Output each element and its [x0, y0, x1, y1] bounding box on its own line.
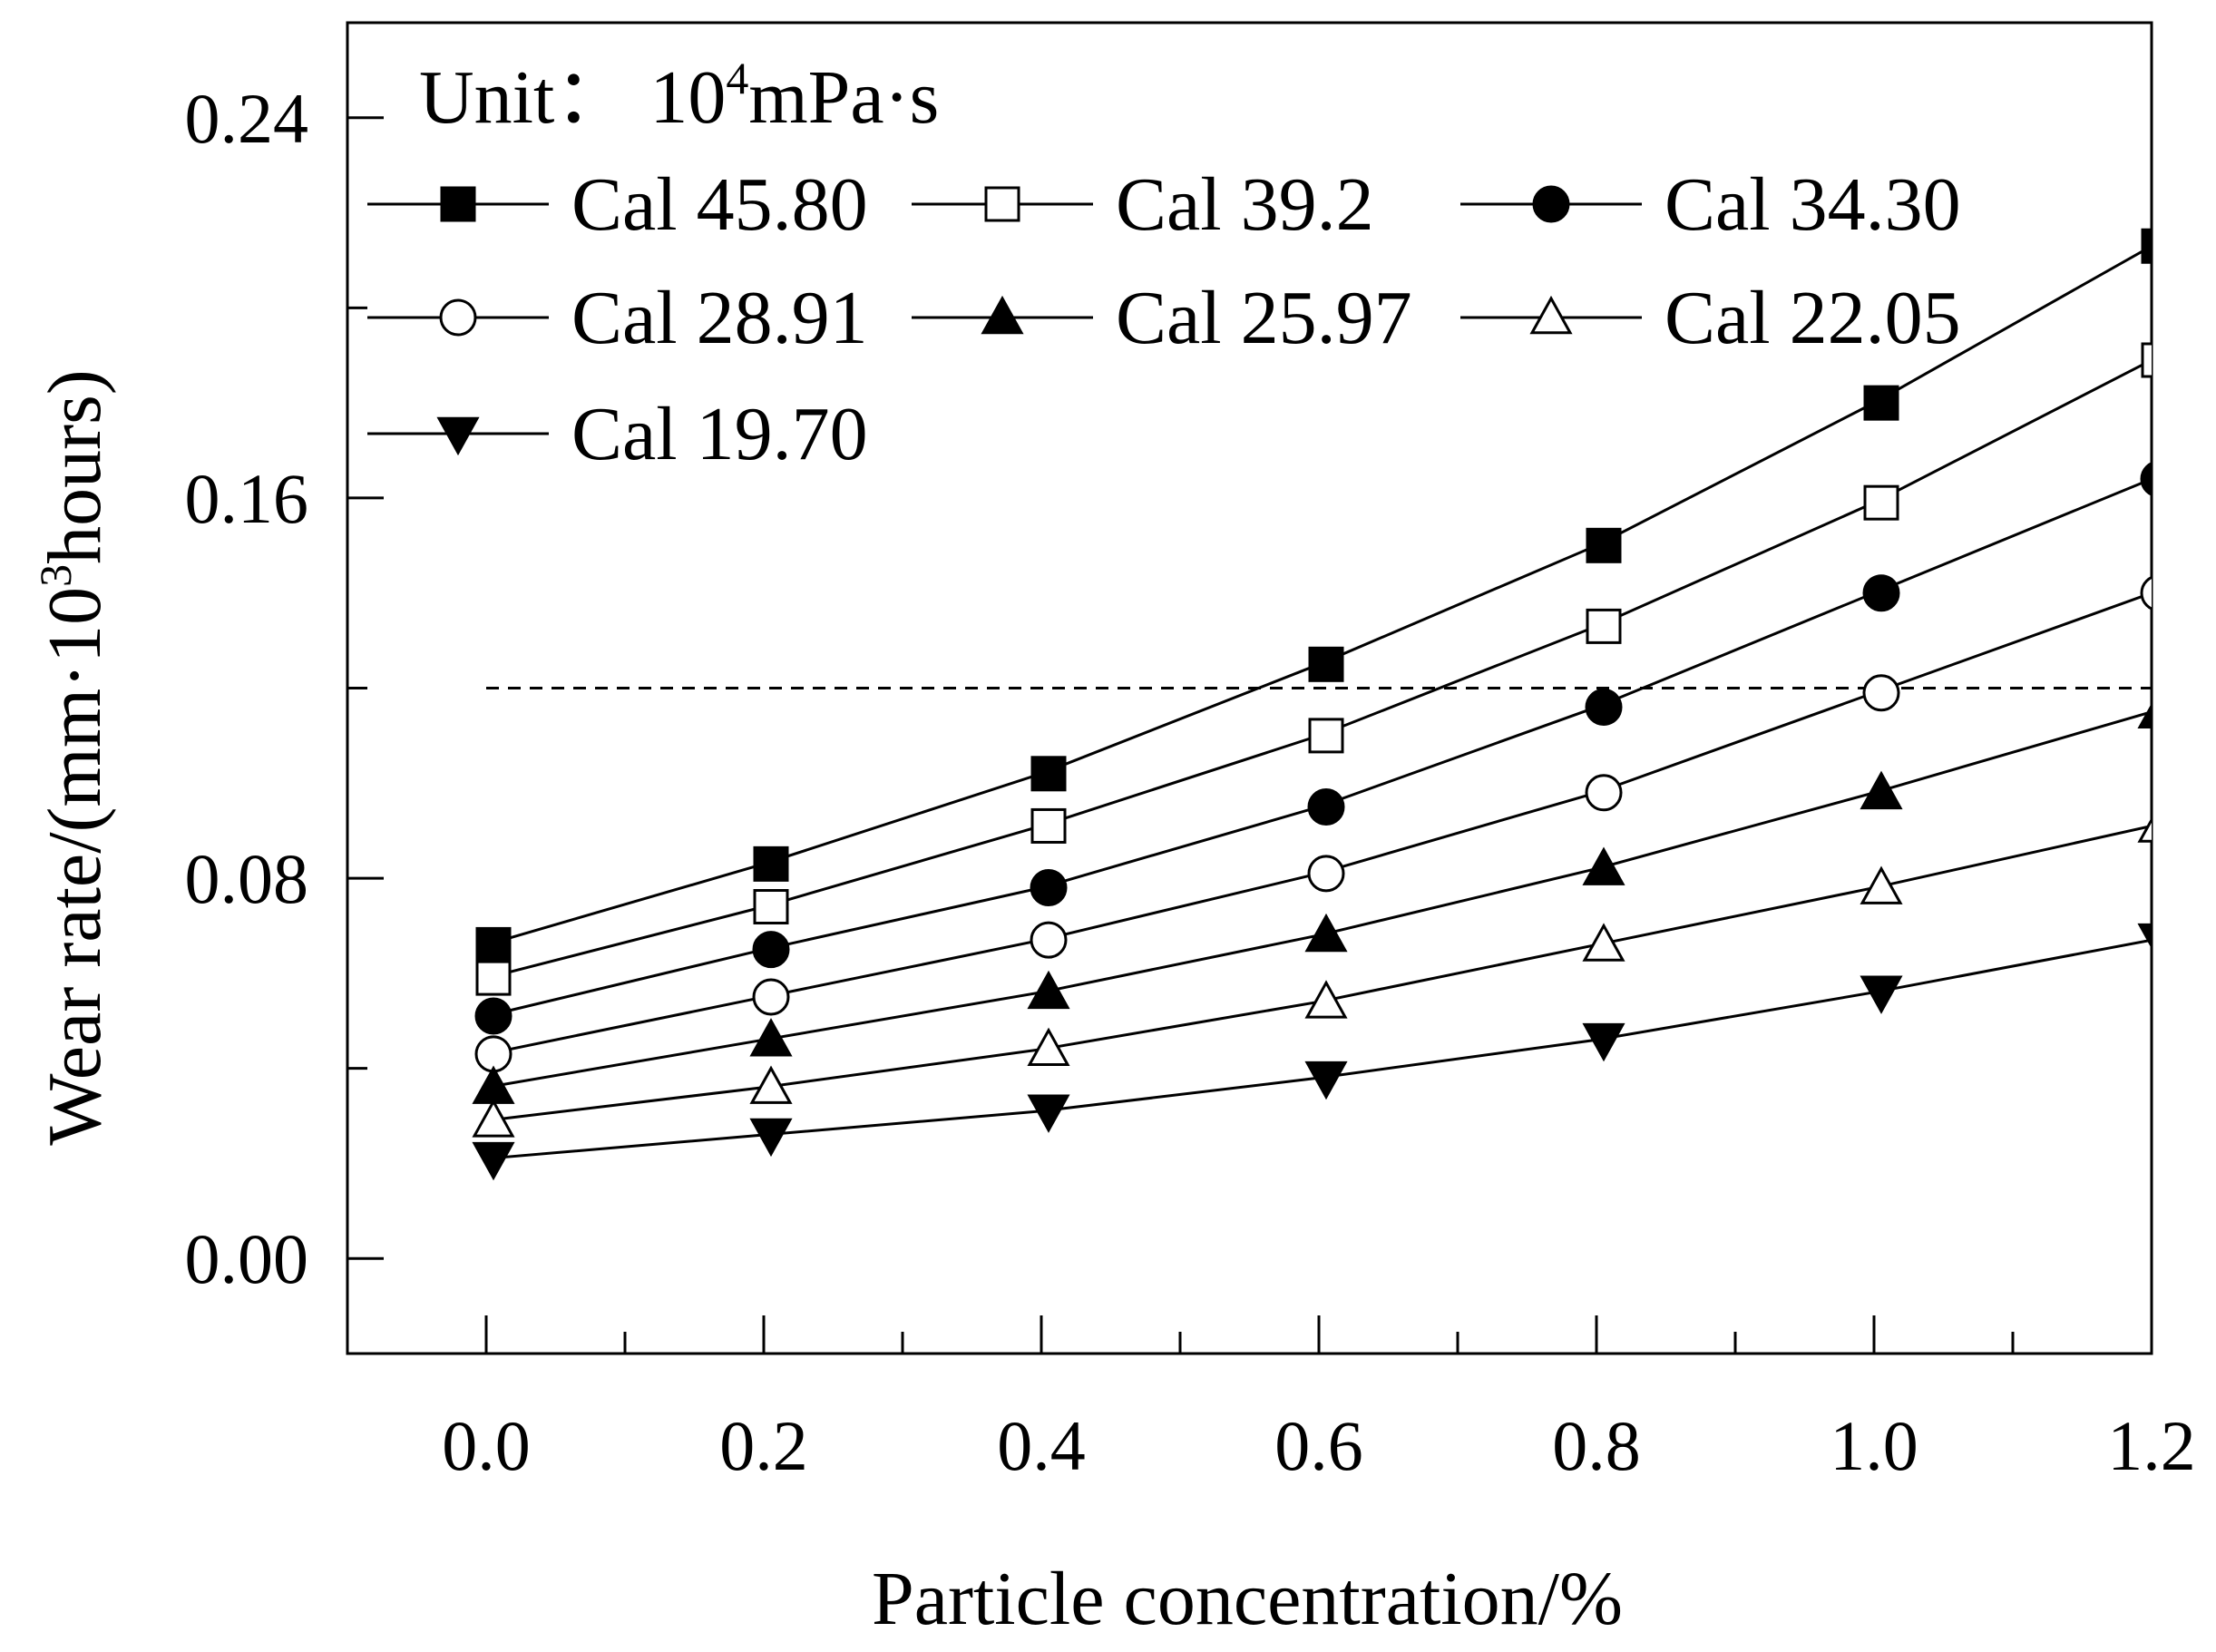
- data-point: [1862, 674, 1900, 712]
- data-point: [1860, 770, 1903, 810]
- data-point: [753, 889, 789, 925]
- series-line: [485, 938, 2152, 1160]
- data-point: [1030, 869, 1068, 907]
- data-point: [1030, 807, 1067, 844]
- x-tick-label: 1.2: [2107, 1406, 2196, 1485]
- data-point: [1586, 608, 1622, 644]
- x-tick-label: 0.0: [442, 1406, 531, 1485]
- series-4: [474, 575, 2152, 1073]
- data-point: [1307, 855, 1345, 893]
- legend-label: Cal 34.30: [1664, 162, 1961, 247]
- data-point: [1027, 1094, 1070, 1133]
- x-tick-label: 0.2: [719, 1406, 808, 1485]
- data-point: [1582, 846, 1625, 885]
- data-point: [1860, 975, 1903, 1014]
- legend-item: Cal 34.30: [1460, 162, 1961, 247]
- data-point: [752, 931, 790, 969]
- data-point: [472, 1141, 515, 1181]
- data-point: [1304, 980, 1348, 1019]
- series-line: [485, 710, 2152, 1090]
- data-point: [1027, 970, 1070, 1010]
- legend-item: Cal 45.80: [367, 162, 868, 247]
- data-point: [1585, 774, 1623, 812]
- data-point: [472, 1065, 515, 1104]
- data-point: [1582, 1022, 1625, 1062]
- y-tick-label: 0.08: [185, 839, 309, 918]
- legend-marker: [436, 416, 480, 456]
- data-point: [1030, 756, 1067, 792]
- data-point: [753, 846, 789, 882]
- series-1: [475, 228, 2152, 963]
- unit-note-sup: 4: [726, 53, 748, 103]
- x-tick-label: 0.6: [1274, 1406, 1363, 1485]
- data-point: [475, 926, 512, 963]
- data-point: [2141, 228, 2152, 264]
- legend-label: Cal 45.80: [571, 162, 868, 247]
- legend-item: Cal 22.05: [1460, 276, 1961, 360]
- x-tick-label: 1.0: [1830, 1406, 1918, 1485]
- data-point: [1863, 484, 1899, 521]
- data-point: [1027, 1027, 1070, 1066]
- series-5: [472, 703, 2152, 1104]
- data-point: [1863, 385, 1899, 421]
- series-2: [475, 342, 2152, 996]
- legend-item: Cal 19.70: [367, 392, 868, 476]
- data-point: [1862, 574, 1900, 612]
- x-tick-label: 0.4: [997, 1406, 1086, 1485]
- unit-note: Unit： 104mPa·s: [419, 53, 939, 140]
- data-point: [1308, 646, 1344, 682]
- data-point: [1308, 718, 1344, 754]
- series-7: [472, 923, 2152, 1181]
- legend-item: Cal 25.97: [912, 276, 1412, 360]
- legend-marker: [984, 186, 1020, 222]
- data-point: [2140, 575, 2152, 611]
- legend-marker: [440, 186, 476, 222]
- data-point: [2141, 342, 2152, 378]
- x-axis-title: Particle concentration/%: [872, 1557, 1623, 1641]
- data-point: [1860, 865, 1903, 904]
- y-axis-title-sup: 3: [30, 564, 81, 587]
- unit-note-suffix: mPa·s: [748, 55, 939, 140]
- y-axis-title-suffix: hours): [33, 369, 117, 564]
- y-tick-label: 0.00: [185, 1219, 309, 1298]
- data-point: [2137, 816, 2152, 843]
- data-point: [1307, 787, 1345, 826]
- data-point: [1030, 921, 1068, 959]
- data-point: [2137, 923, 2152, 949]
- y-axis-title: Wear rate/(mm·103hours): [30, 369, 117, 1146]
- legend-item: Cal 28.91: [367, 276, 868, 360]
- data-point: [749, 1018, 793, 1057]
- x-tick-label: 0.8: [1552, 1406, 1641, 1485]
- data-point: [472, 1099, 515, 1138]
- data-point: [1582, 923, 1625, 962]
- series-3: [474, 462, 2152, 1035]
- unit-note-prefix: Unit： 10: [419, 55, 726, 140]
- data-point: [2137, 703, 2152, 728]
- legend-label: Cal 22.05: [1664, 276, 1961, 360]
- data-point: [2140, 462, 2152, 496]
- data-point: [749, 1118, 793, 1158]
- legend-marker: [439, 298, 477, 337]
- data-point: [475, 960, 512, 996]
- data-point: [474, 997, 513, 1035]
- legend-marker: [981, 295, 1024, 335]
- legend-item: Cal 39.2: [912, 162, 1374, 247]
- legend-label: Cal 19.70: [571, 392, 868, 476]
- legend-label: Cal 28.91: [571, 276, 868, 360]
- legend-label: Cal 25.97: [1116, 276, 1412, 360]
- data-point: [749, 1065, 793, 1104]
- legend-marker: [1532, 185, 1570, 223]
- data-point: [1304, 1061, 1348, 1100]
- legend-marker: [1529, 295, 1573, 335]
- y-tick-label: 0.16: [185, 459, 309, 538]
- data-point: [752, 978, 790, 1016]
- y-axis-title-prefix: Wear rate/(mm·10: [33, 587, 117, 1146]
- data-point: [1585, 688, 1623, 726]
- series-6: [472, 816, 2152, 1138]
- data-point: [1586, 527, 1622, 563]
- y-tick-label: 0.24: [185, 79, 309, 158]
- data-point: [1304, 913, 1348, 953]
- legend-label: Cal 39.2: [1116, 162, 1374, 247]
